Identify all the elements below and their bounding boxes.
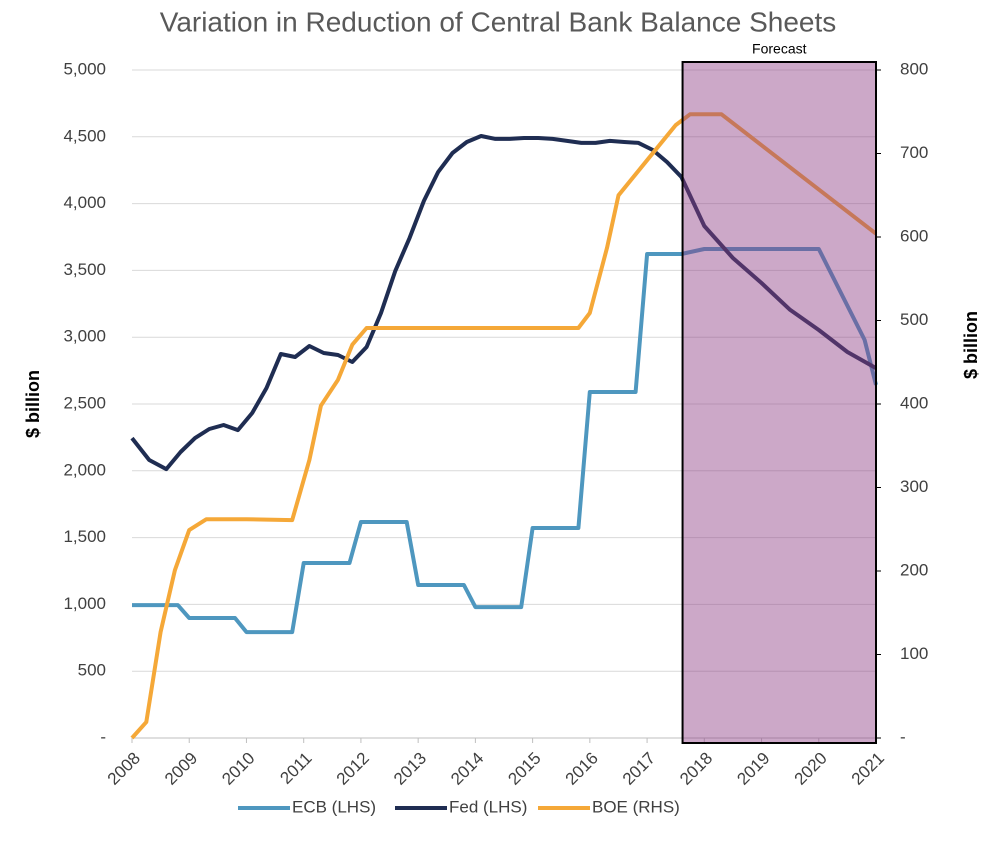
y-tick-label: 4,500: [63, 126, 106, 145]
line-series: [130, 112, 878, 740]
y-tick-label: 2,000: [63, 460, 106, 479]
line-series: [130, 134, 877, 472]
y-tick-label: 500: [78, 661, 106, 680]
y2-tick-label: 200: [900, 560, 928, 579]
y-tick-label: 1,000: [63, 594, 106, 613]
x-tick-label: 2013: [390, 749, 430, 789]
y2-tick-label: 300: [900, 477, 928, 496]
legend-label: ECB (LHS): [292, 797, 376, 816]
x-tick-label: 2021: [848, 749, 888, 789]
x-tick-label: 2015: [504, 749, 544, 789]
x-tick-label: 2016: [562, 749, 602, 789]
legend-label: BOE (RHS): [592, 797, 680, 816]
x-tick-label: 2009: [161, 749, 201, 789]
y-tick-label: -: [100, 727, 106, 746]
y-tick-label: 3,500: [63, 260, 106, 279]
x-tick-label: 2010: [218, 749, 258, 789]
forecast-region: [681, 61, 877, 744]
y-axis-title: $ billion: [23, 370, 43, 438]
y2-tick-label: 500: [900, 310, 928, 329]
y2-tick-label: -: [900, 727, 906, 746]
y2-tick-label: 400: [900, 393, 928, 412]
forecast-label: Forecast: [752, 41, 807, 57]
y2-axis-title: $ billion: [961, 311, 981, 379]
y-tick-label: 5,000: [63, 59, 106, 78]
x-tick-label: 2019: [733, 749, 773, 789]
x-tick-label: 2008: [104, 749, 144, 789]
y-tick-label: 2,500: [63, 393, 106, 412]
y2-tick-label: 800: [900, 59, 928, 78]
x-tick-label: 2020: [791, 749, 831, 789]
y-tick-label: 4,000: [63, 193, 106, 212]
y2-tick-label: 100: [900, 644, 928, 663]
x-tick-label: 2011: [276, 749, 315, 788]
line-series: [132, 247, 878, 635]
x-tick-label: 2017: [619, 749, 659, 789]
y2-tick-label: 700: [900, 143, 928, 162]
y-tick-label: 1,500: [63, 527, 106, 546]
chart-title: Variation in Reduction of Central Bank B…: [160, 6, 837, 37]
x-tick-label: 2012: [333, 749, 373, 789]
x-tick-label: 2018: [676, 749, 716, 789]
y2-tick-label: 600: [900, 226, 928, 245]
x-tick-label: 2014: [447, 749, 487, 789]
y-tick-label: 3,000: [63, 327, 106, 346]
legend-label: Fed (LHS): [449, 797, 527, 816]
